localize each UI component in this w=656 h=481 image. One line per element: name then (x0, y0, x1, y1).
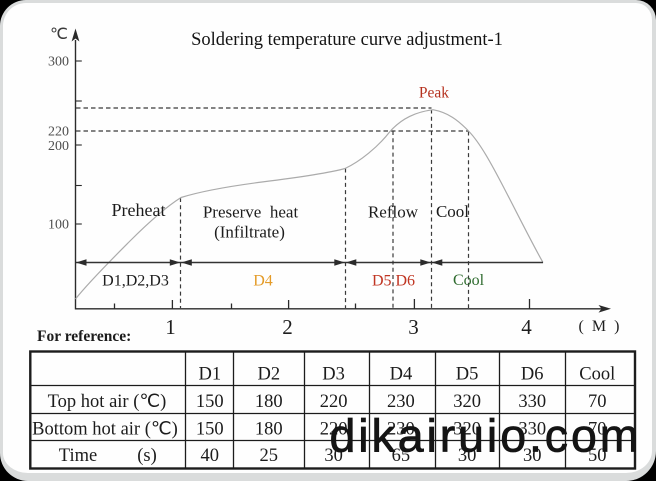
svg-text:D5: D5 (456, 365, 479, 385)
svg-text:D6: D6 (521, 365, 544, 385)
svg-text:For reference:: For reference: (37, 328, 131, 345)
svg-text:( M ): ( M ) (579, 318, 622, 335)
svg-text:Cool: Cool (436, 202, 469, 221)
svg-text:70: 70 (588, 420, 607, 440)
svg-text:D2: D2 (257, 365, 280, 385)
svg-text:Preserve heat: Preserve heat (203, 203, 299, 222)
svg-text:100: 100 (48, 218, 69, 233)
svg-text:Bottom hot air (℃): Bottom hot air (℃) (32, 420, 178, 440)
svg-text:180: 180 (255, 392, 283, 412)
svg-text:2: 2 (282, 315, 293, 339)
svg-text:150: 150 (196, 392, 224, 412)
svg-text:150: 150 (196, 420, 224, 440)
svg-text:330: 330 (518, 420, 546, 440)
svg-text:D1,D2,D3: D1,D2,D3 (102, 273, 169, 290)
svg-text:Time: Time (59, 446, 97, 466)
svg-text:180: 180 (255, 420, 283, 440)
svg-text:200: 200 (48, 139, 69, 154)
svg-text:Cool: Cool (579, 365, 615, 385)
svg-text:3: 3 (408, 315, 419, 339)
svg-text:(s): (s) (137, 446, 157, 466)
svg-text:Peak: Peak (419, 85, 449, 102)
svg-text:Cool: Cool (453, 272, 485, 289)
svg-text:50: 50 (588, 446, 607, 466)
svg-text:Soldering temperature curve ad: Soldering temperature curve adjustment-1 (191, 30, 503, 50)
svg-text:D5 D6: D5 D6 (372, 273, 415, 290)
svg-text:330: 330 (518, 392, 546, 412)
svg-text:220: 220 (320, 420, 348, 440)
svg-text:(Infiltrate): (Infiltrate) (214, 223, 285, 242)
svg-text:30: 30 (523, 446, 542, 466)
svg-text:Reflow: Reflow (368, 203, 419, 222)
svg-text:D3: D3 (322, 365, 345, 385)
svg-text:D1: D1 (198, 365, 221, 385)
svg-text:Preheat: Preheat (112, 200, 166, 220)
svg-text:25: 25 (260, 446, 279, 466)
svg-text:300: 300 (48, 55, 69, 70)
svg-text:℃: ℃ (50, 26, 68, 43)
svg-text:30: 30 (458, 446, 477, 466)
svg-text:230: 230 (387, 392, 415, 412)
svg-text:65: 65 (392, 446, 411, 466)
svg-text:Top hot air (℃): Top hot air (℃) (48, 392, 167, 412)
svg-text:220: 220 (320, 392, 348, 412)
svg-text:40: 40 (201, 446, 220, 466)
svg-text:320: 320 (453, 420, 481, 440)
svg-text:230: 230 (387, 420, 415, 440)
svg-text:4: 4 (521, 315, 532, 339)
svg-text:1: 1 (165, 315, 176, 339)
svg-text:dikairuio.com: dikairuio.com (330, 410, 639, 462)
svg-text:220: 220 (48, 125, 69, 140)
svg-text:D4: D4 (253, 273, 273, 290)
svg-text:D4: D4 (390, 365, 413, 385)
svg-text:320: 320 (453, 392, 481, 412)
svg-text:70: 70 (588, 392, 607, 412)
svg-text:30: 30 (324, 446, 343, 466)
